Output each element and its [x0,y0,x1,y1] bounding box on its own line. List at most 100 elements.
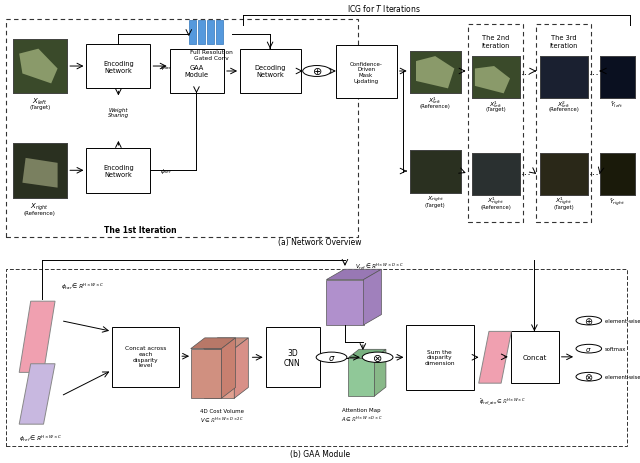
Text: Iteration: Iteration [549,43,578,49]
Circle shape [316,352,347,363]
Text: ...: ... [589,167,599,177]
Text: Encoding
Network: Encoding Network [103,164,134,177]
Text: Concat across
each
disparity
level: Concat across each disparity level [125,345,166,368]
FancyBboxPatch shape [336,46,397,99]
Text: $X_{left}^{1}$: $X_{left}^{1}$ [489,99,502,110]
Polygon shape [600,154,635,196]
Text: (b) GAA Module: (b) GAA Module [290,449,350,458]
Text: Attention Map: Attention Map [342,407,381,413]
Text: $\phi_{ref} \in \mathbb{R}^{H \times W \times C}$: $\phi_{ref} \in \mathbb{R}^{H \times W \… [19,433,63,444]
Polygon shape [22,158,58,188]
Polygon shape [600,57,635,99]
FancyBboxPatch shape [472,154,520,196]
Text: $X_{left}^{2}$: $X_{left}^{2}$ [557,99,570,110]
Text: (Reference): (Reference) [548,107,579,112]
Polygon shape [475,67,510,94]
FancyBboxPatch shape [511,332,559,383]
Text: $X_{right}^{1}$: $X_{right}^{1}$ [487,195,504,207]
Text: (Target): (Target) [485,107,506,112]
Text: 4D Cost Volume: 4D Cost Volume [200,408,244,413]
Text: $\sigma$: $\sigma$ [586,345,592,353]
Text: softmax: softmax [605,346,626,351]
Polygon shape [19,50,58,84]
Text: The 2nd: The 2nd [482,35,509,41]
Text: $\oplus$: $\oplus$ [584,315,593,326]
Text: $\sigma$: $\sigma$ [328,353,335,362]
Polygon shape [204,349,234,398]
Text: element-wise product: element-wise product [605,375,640,379]
Polygon shape [472,154,520,196]
Text: Encoding
Network: Encoding Network [103,60,134,73]
Polygon shape [540,154,588,196]
FancyBboxPatch shape [170,50,224,94]
Text: $X_{left}^{1}$: $X_{left}^{1}$ [428,95,442,106]
Circle shape [362,352,393,363]
Polygon shape [221,338,236,398]
Text: $X_{left}$: $X_{left}$ [32,96,47,106]
Text: (Reference): (Reference) [420,104,451,108]
Text: $V_{ref} \in \mathbb{R}^{H \times W \times D \times C}$: $V_{ref} \in \mathbb{R}^{H \times W \tim… [355,261,404,271]
FancyBboxPatch shape [600,154,635,196]
Polygon shape [13,40,67,94]
Text: $\oplus$: $\oplus$ [312,66,322,77]
Polygon shape [374,350,386,396]
Circle shape [303,66,331,77]
Polygon shape [191,338,236,349]
Text: ...: ... [521,167,531,177]
Text: Concat: Concat [522,354,547,360]
FancyBboxPatch shape [13,40,67,94]
Text: $\phi_{tar}$: $\phi_{tar}$ [160,63,173,71]
Text: $X_{right}^{1}$: $X_{right}^{1}$ [555,195,572,207]
Text: (Reference): (Reference) [480,204,511,209]
Polygon shape [410,151,461,193]
Polygon shape [348,350,386,358]
FancyBboxPatch shape [207,21,214,44]
FancyBboxPatch shape [266,327,320,388]
Polygon shape [479,332,511,383]
Text: $\phi_{ref}$: $\phi_{ref}$ [160,166,173,175]
Text: The 3rd: The 3rd [550,35,577,41]
Polygon shape [540,57,588,99]
Text: (a) Network Overview: (a) Network Overview [278,237,362,246]
FancyBboxPatch shape [216,21,223,44]
Text: $A \in \mathbb{R}^{H \times W \times D \times C}$: $A \in \mathbb{R}^{H \times W \times D \… [340,414,383,424]
Text: (Target): (Target) [553,204,574,209]
Text: The 1st Iteration: The 1st Iteration [104,226,177,235]
Text: ...: ... [521,67,531,77]
FancyBboxPatch shape [112,327,179,388]
Polygon shape [364,269,381,325]
Text: Confidence-
Driven
Mask
Updating: Confidence- Driven Mask Updating [349,62,383,84]
Text: $X_{right}$: $X_{right}$ [30,201,49,213]
Polygon shape [410,52,461,94]
Polygon shape [416,57,454,89]
Circle shape [576,344,602,353]
Polygon shape [234,338,248,398]
Polygon shape [472,57,520,99]
FancyBboxPatch shape [189,21,196,44]
FancyBboxPatch shape [472,57,520,99]
FancyBboxPatch shape [540,57,588,99]
Text: $V \in \mathbb{R}^{H \times W \times D \times 2C}$: $V \in \mathbb{R}^{H \times W \times D \… [200,415,244,425]
Text: (Target): (Target) [29,105,51,110]
Text: $\phi_{tar} \in \mathbb{R}^{H \times W \times C}$: $\phi_{tar} \in \mathbb{R}^{H \times W \… [61,282,104,292]
FancyBboxPatch shape [406,325,474,390]
Text: $\otimes$: $\otimes$ [584,371,593,382]
Text: (Reference): (Reference) [24,211,56,215]
FancyBboxPatch shape [410,151,461,193]
Text: ...: ... [589,67,599,77]
FancyBboxPatch shape [600,57,635,99]
Text: ICG for $T$ Iterations: ICG for $T$ Iterations [347,3,421,14]
FancyBboxPatch shape [198,21,205,44]
Circle shape [576,317,602,325]
Circle shape [576,373,602,381]
Text: $\otimes$: $\otimes$ [372,352,383,363]
Polygon shape [326,280,364,325]
Text: Sum the
disparity
dimension: Sum the disparity dimension [424,349,455,365]
Text: $\hat{Y}_{right}$: $\hat{Y}_{right}$ [609,195,625,207]
Polygon shape [348,358,374,396]
Text: (Target): (Target) [425,203,445,207]
FancyBboxPatch shape [13,144,67,198]
Polygon shape [191,349,221,398]
Polygon shape [326,269,381,280]
FancyBboxPatch shape [540,154,588,196]
